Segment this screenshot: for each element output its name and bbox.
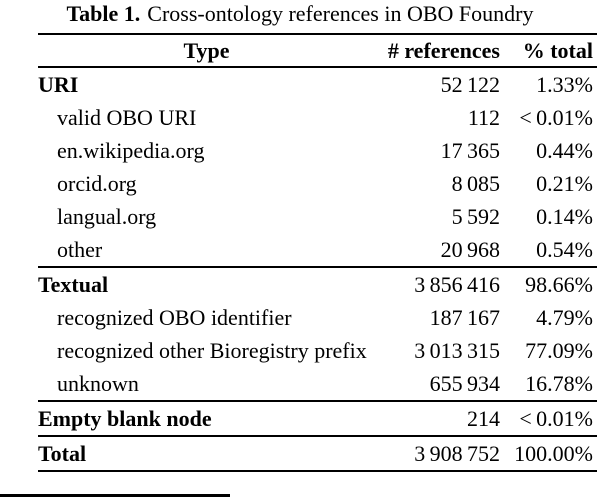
- table-row: recognized OBO identifier 187 167 4.79%: [38, 301, 597, 334]
- row-percent: 77.09%: [525, 337, 593, 363]
- row-type: valid OBO URI: [57, 104, 197, 130]
- row-references: 112: [467, 104, 500, 130]
- section-total: Total 3 908 752 100.00%: [38, 437, 597, 470]
- row-type: Empty blank node: [38, 405, 212, 431]
- row-references: 3 013 315: [414, 337, 500, 363]
- row-type: langual.org: [57, 203, 157, 229]
- row-type: unknown: [57, 370, 139, 396]
- table-row: valid OBO URI 112 < 0.01%: [38, 101, 597, 134]
- section-empty-blank-node: Empty blank node 214 < 0.01%: [38, 402, 597, 437]
- column-header-percent: % total: [522, 37, 593, 63]
- row-references: 187 167: [429, 304, 500, 330]
- row-references: 20 968: [440, 236, 500, 262]
- table-row: Total 3 908 752 100.00%: [38, 437, 597, 470]
- table-row: orcid.org 8 085 0.21%: [38, 167, 597, 200]
- row-percent: 100.00%: [514, 440, 593, 466]
- table-row: Empty blank node 214 < 0.01%: [38, 402, 597, 435]
- section-textual: Textual 3 856 416 98.66% recognized OBO …: [38, 268, 597, 402]
- footnote-rule: [0, 494, 230, 497]
- row-type: Total: [38, 440, 87, 466]
- row-references: 3 856 416: [414, 271, 500, 297]
- row-references: 655 934: [429, 370, 500, 396]
- row-references: 5 592: [451, 203, 500, 229]
- table-caption: Table 1. Cross-ontology references in OBO…: [0, 1, 600, 27]
- table-row: Textual 3 856 416 98.66%: [38, 268, 597, 301]
- row-percent: < 0.01%: [519, 405, 593, 431]
- table-row: other 20 968 0.54%: [38, 233, 597, 266]
- row-references: 17 365: [440, 137, 500, 163]
- caption-label: Table 1.: [66, 1, 141, 26]
- column-header-type: Type: [183, 37, 230, 63]
- table-row: langual.org 5 592 0.14%: [38, 200, 597, 233]
- row-percent: 0.21%: [536, 170, 593, 196]
- row-percent: 98.66%: [525, 271, 593, 297]
- row-percent: 0.44%: [536, 137, 593, 163]
- row-percent: 16.78%: [525, 370, 593, 396]
- table-row: URI 52 122 1.33%: [38, 68, 597, 101]
- caption-text: Cross-ontology references in OBO Foundry: [147, 1, 534, 26]
- row-type: en.wikipedia.org: [57, 137, 205, 163]
- table-row: recognized other Bioregistry prefix 3 01…: [38, 334, 597, 367]
- row-type: URI: [38, 71, 79, 97]
- table-row: unknown 655 934 16.78%: [38, 367, 597, 400]
- section-uri: URI 52 122 1.33% valid OBO URI 112 < 0.0…: [38, 68, 597, 268]
- row-percent: 0.14%: [536, 203, 593, 229]
- header-row: Type # references % total: [38, 35, 597, 68]
- row-references: 3 908 752: [414, 440, 500, 466]
- table-row: en.wikipedia.org 17 365 0.44%: [38, 134, 597, 167]
- row-percent: 4.79%: [536, 304, 593, 330]
- row-percent: 1.33%: [536, 71, 593, 97]
- column-header-references: # references: [387, 37, 500, 63]
- row-type: recognized OBO identifier: [57, 304, 292, 330]
- row-percent: 0.54%: [536, 236, 593, 262]
- row-references: 52 122: [440, 71, 500, 97]
- row-type: other: [57, 236, 103, 262]
- row-type: recognized other Bioregistry prefix: [57, 337, 367, 363]
- row-references: 214: [467, 405, 500, 431]
- row-type: orcid.org: [57, 170, 137, 196]
- row-references: 8 085: [451, 170, 500, 196]
- row-type: Textual: [38, 271, 109, 297]
- data-table: Type # references % total URI 52 122 1.3…: [38, 33, 597, 472]
- row-percent: < 0.01%: [519, 104, 593, 130]
